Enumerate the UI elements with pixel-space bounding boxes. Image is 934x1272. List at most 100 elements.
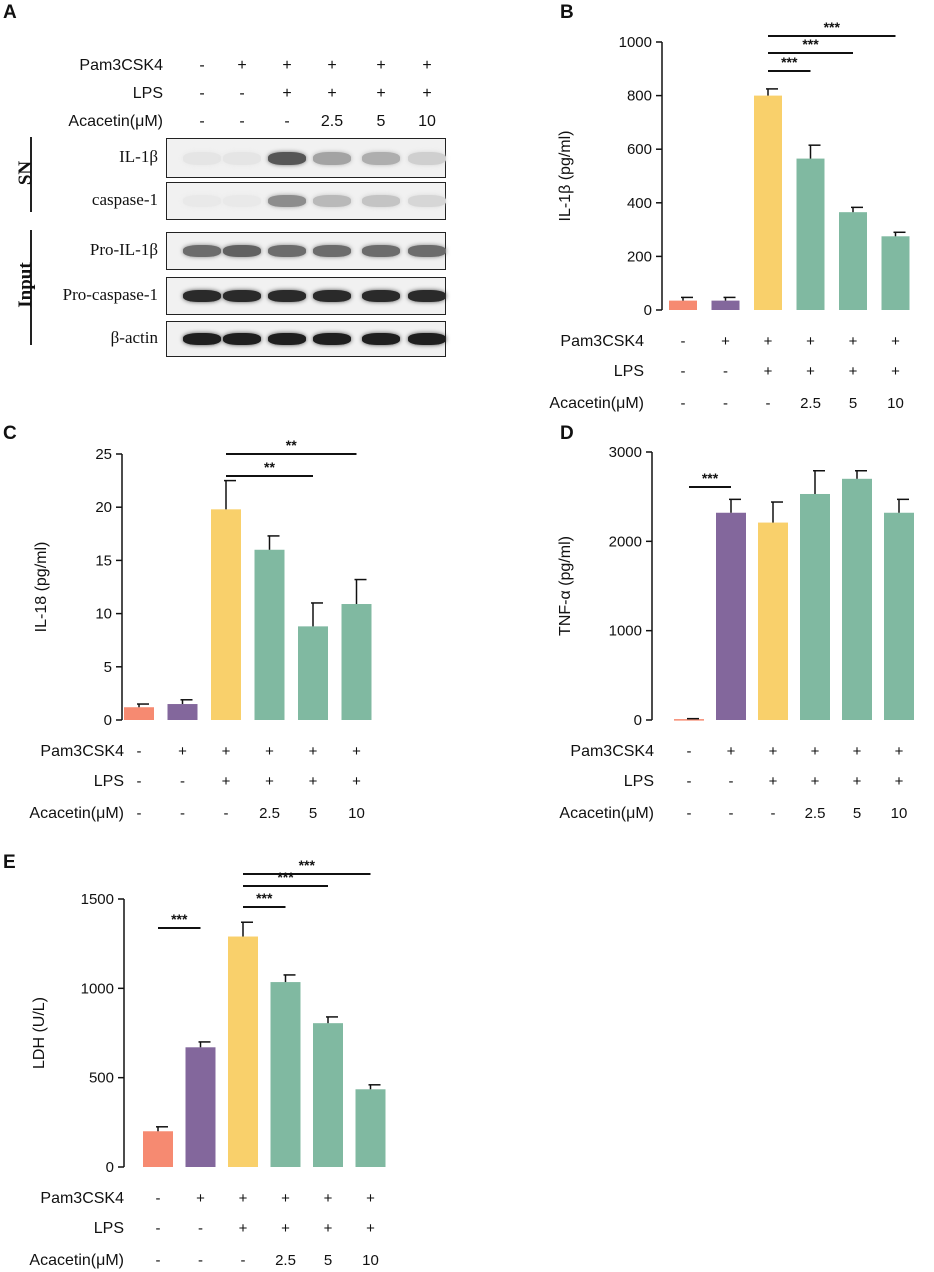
blot-band (223, 290, 261, 302)
y-tick-label: 5 (104, 659, 112, 676)
y-tick-label: 2000 (609, 533, 642, 550)
treatment-sign: - (687, 805, 692, 822)
treatment-sign: - (137, 773, 142, 790)
blot-sign-lps-1: - (199, 85, 205, 102)
treatment-sign: - (723, 395, 728, 412)
treatment-sign: + (769, 743, 778, 760)
blot-sign-pam3csk4-2: + (237, 57, 247, 74)
treatment-row-label: Pam3CSK4 (560, 333, 644, 350)
treatment-sign: + (265, 743, 274, 760)
treatment-sign: + (196, 1190, 205, 1207)
y-tick-label: 20 (95, 499, 112, 516)
bar (800, 493, 830, 720)
treatment-sign: + (222, 773, 231, 790)
treatment-sign: - (681, 333, 686, 350)
treatment-sign: - (681, 363, 686, 380)
treatment-sign: 5 (849, 395, 857, 412)
blot-band (223, 333, 261, 345)
blot-band (313, 195, 351, 207)
treatment-row-label: Acacetin(μM) (559, 805, 654, 822)
treatment-sign: - (137, 805, 142, 822)
blot-sign-pam3csk4-3: + (282, 57, 292, 74)
blot-sign-acacetin-2: - (239, 113, 245, 130)
bar (143, 1131, 173, 1167)
blot-band (313, 245, 351, 257)
treatment-sign: + (309, 743, 318, 760)
bar (754, 95, 782, 310)
group-label-input: Input (15, 262, 36, 308)
blot-band (268, 245, 306, 257)
blot-sign-acacetin-4: 2.5 (320, 113, 344, 130)
bar (298, 626, 328, 720)
blot-row-label-pam3csk4: Pam3CSK4 (79, 57, 163, 74)
treatment-sign: 5 (853, 805, 861, 822)
blot-sign-acacetin-3: - (284, 113, 290, 130)
treatment-sign: + (366, 1220, 375, 1237)
treatment-row-label: LPS (94, 773, 124, 790)
blot-band (268, 195, 306, 207)
panel-letter-e: E (3, 852, 16, 873)
bar (355, 1089, 386, 1167)
blot-label: Pro-caspase-1 (62, 285, 158, 304)
blot-band (268, 290, 306, 302)
input-bracket (30, 230, 32, 345)
blot-sign-pam3csk4-6: + (422, 57, 432, 74)
bar (711, 300, 740, 310)
treatment-sign: - (180, 773, 185, 790)
blot-label: Pro-IL-1β (89, 240, 158, 259)
bar (341, 604, 372, 720)
treatment-sign: + (178, 743, 187, 760)
blot-sign-lps-5: + (376, 85, 386, 102)
bar (796, 158, 825, 310)
y-tick-label: 15 (95, 552, 112, 569)
bar (124, 707, 154, 720)
significance-label: ** (286, 440, 297, 453)
blot-band (223, 195, 261, 207)
bar (716, 512, 746, 720)
treatment-sign: + (721, 333, 730, 350)
blot-sign-acacetin-1: - (199, 113, 205, 130)
bar (167, 704, 198, 720)
blot-label: caspase-1 (91, 190, 158, 209)
y-tick-label: 500 (89, 1070, 114, 1087)
treatment-sign: - (156, 1190, 161, 1207)
blot-band (362, 290, 400, 302)
treatment-sign: + (281, 1220, 290, 1237)
significance-label: *** (171, 911, 188, 927)
blot-sign-acacetin-6: 10 (418, 113, 436, 130)
treatment-sign: - (241, 1252, 246, 1269)
y-tick-label: 1500 (81, 891, 114, 908)
treatment-sign: 10 (348, 805, 365, 822)
treatment-sign: - (156, 1220, 161, 1237)
bar (185, 1047, 216, 1167)
treatment-sign: + (891, 363, 900, 380)
treatment-sign: - (729, 773, 734, 790)
treatment-sign: + (895, 743, 904, 760)
blot-band (408, 245, 446, 257)
blot-band (362, 333, 400, 345)
y-tick-label: 800 (627, 88, 652, 105)
y-axis-label: TNF-α (pg/ml) (557, 536, 574, 636)
y-tick-label: 0 (104, 712, 112, 729)
blot-band (183, 195, 221, 207)
bar (313, 1023, 343, 1167)
panel-letter-d: D (560, 423, 574, 444)
treatment-sign: 2.5 (275, 1252, 296, 1269)
y-tick-label: 25 (95, 446, 112, 463)
y-axis-label: LDH (U/L) (31, 997, 48, 1069)
treatment-row-label: Acacetin(μM) (29, 805, 124, 822)
blot-band (183, 290, 221, 302)
treatment-row-label: LPS (624, 773, 654, 790)
group-label-sn: SN (15, 160, 36, 186)
treatment-sign: + (366, 1190, 375, 1207)
treatment-sign: + (222, 743, 231, 760)
treatment-sign: + (811, 773, 820, 790)
bar (669, 300, 697, 310)
treatment-sign: + (764, 363, 773, 380)
sn-bracket (30, 137, 32, 212)
treatment-sign: - (180, 805, 185, 822)
treatment-sign: - (681, 395, 686, 412)
treatment-sign: 5 (309, 805, 317, 822)
treatment-sign: + (806, 363, 815, 380)
blot-sign-pam3csk4-5: + (376, 57, 386, 74)
